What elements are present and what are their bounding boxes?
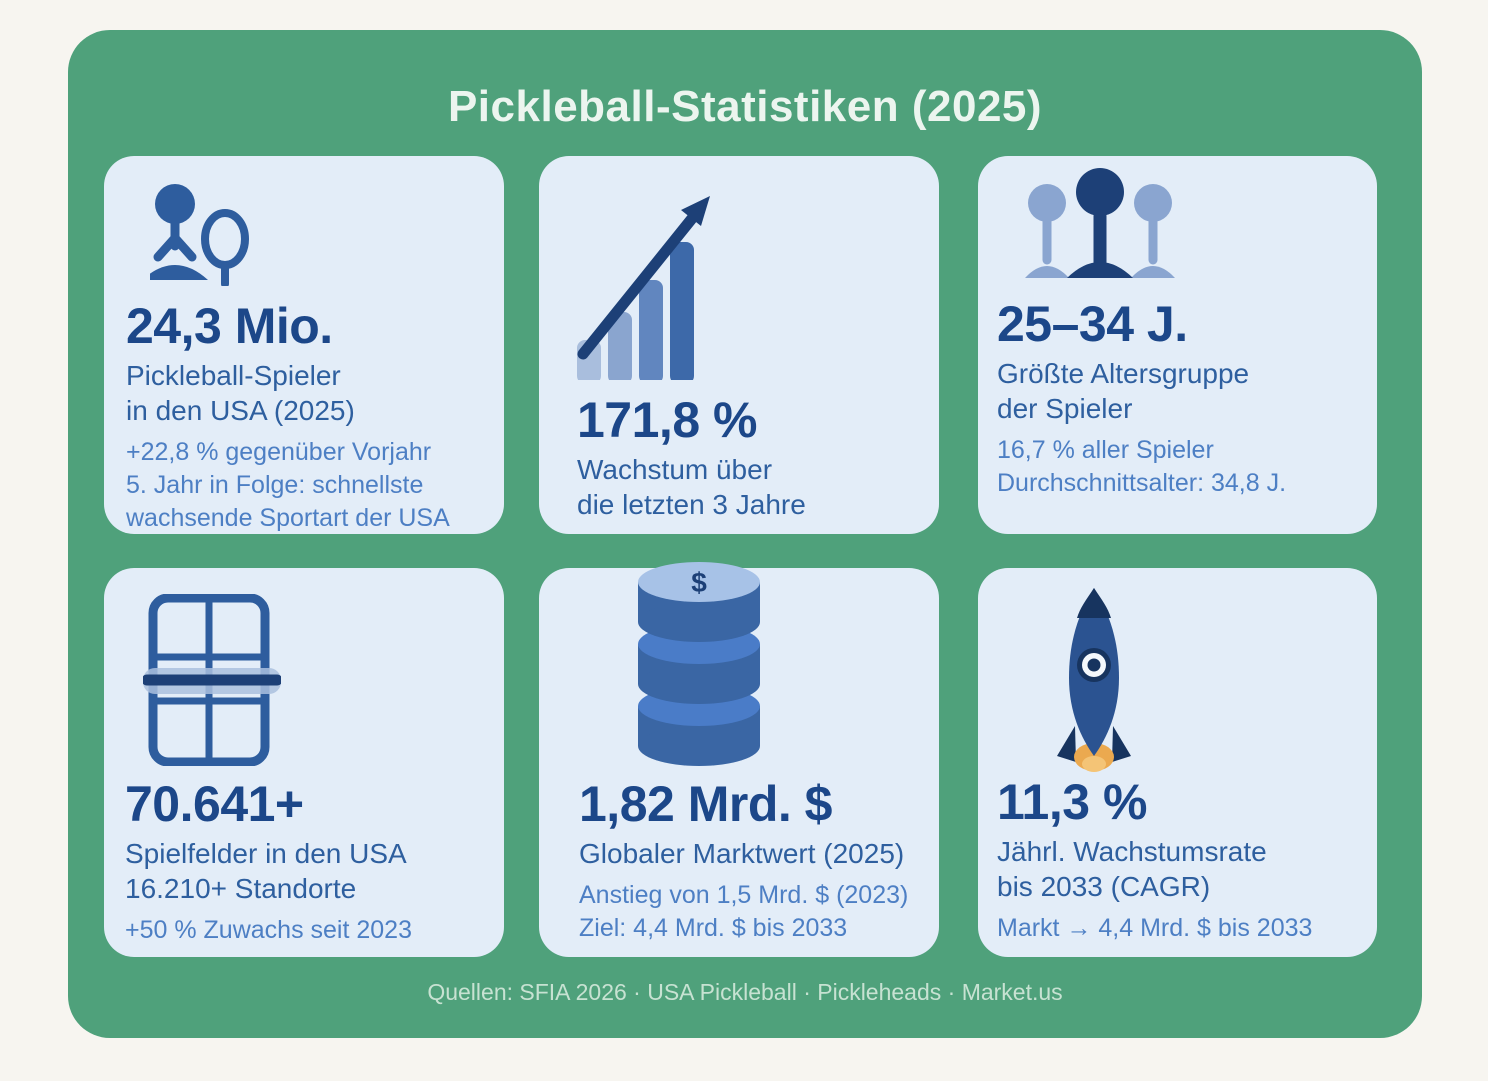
stat-label: Globaler Marktwert (2025) — [579, 838, 905, 869]
rocket-icon — [1057, 588, 1131, 772]
stat-value: 25–34 J. — [997, 296, 1188, 352]
stat-label: Wachstum über die letzten 3 Jahre — [577, 454, 806, 520]
stat-value: 1,82 Mrd. $ — [579, 776, 832, 832]
player-racket-icon — [150, 184, 249, 286]
sources-footer: Quellen: SFIA 2026 · USA Pickleball · Pi… — [427, 979, 1063, 1005]
stat-label: Spielfelder in den USA 16.210+ Standorte — [125, 838, 407, 904]
stat-card-age-group: 25–34 J. Größte Altersgruppe der Spieler… — [978, 156, 1377, 534]
infographic-panel: Pickleball-Statistiken (2025) 24,3 Mio. … — [68, 30, 1422, 1038]
stat-card-courts: 70.641+ Spielfelder in den USA 16.210+ S… — [104, 568, 504, 957]
page-title: Pickleball-Statistiken (2025) — [447, 82, 1043, 131]
stat-label: Größte Altersgruppe der Spieler — [997, 358, 1250, 424]
dollar-sign-icon: $ — [691, 567, 707, 598]
stat-value: 11,3 % — [997, 774, 1147, 830]
stat-detail: 16,7 % aller Spieler Durchschnittsalter:… — [997, 436, 1287, 497]
pickleball-court-icon — [143, 594, 281, 766]
stat-value: 70.641+ — [125, 776, 304, 832]
stat-detail: Markt → 4,4 Mrd. $ bis 2033 — [997, 914, 1313, 942]
stat-value: 171,8 % — [577, 392, 757, 448]
stat-card-market-value: $ 1,82 Mrd. $ Globaler Marktwert (2025) … — [539, 562, 939, 957]
stat-label: Jährl. Wachstumsrate bis 2033 (CAGR) — [997, 836, 1267, 902]
stat-card-growth: 171,8 % Wachstum über die letzten 3 Jahr… — [539, 156, 939, 534]
stat-label: Pickleball-Spieler in den USA (2025) — [126, 360, 355, 426]
stat-value: 24,3 Mio. — [126, 298, 333, 354]
stat-detail: +22,8 % gegenüber Vorjahr 5. Jahr in Fol… — [126, 438, 450, 532]
coin-stack-icon: $ — [638, 562, 760, 766]
stat-card-cagr: 11,3 % Jährl. Wachstumsrate bis 2033 (CA… — [978, 568, 1377, 957]
growth-bars-arrow-icon — [577, 196, 710, 380]
stat-detail: +50 % Zuwachs seit 2023 — [125, 916, 412, 944]
stat-card-players: 24,3 Mio. Pickleball-Spieler in den USA … — [104, 156, 504, 534]
age-group-people-icon — [1025, 168, 1175, 278]
stat-detail: Anstieg von 1,5 Mrd. $ (2023) Ziel: 4,4 … — [579, 881, 909, 942]
